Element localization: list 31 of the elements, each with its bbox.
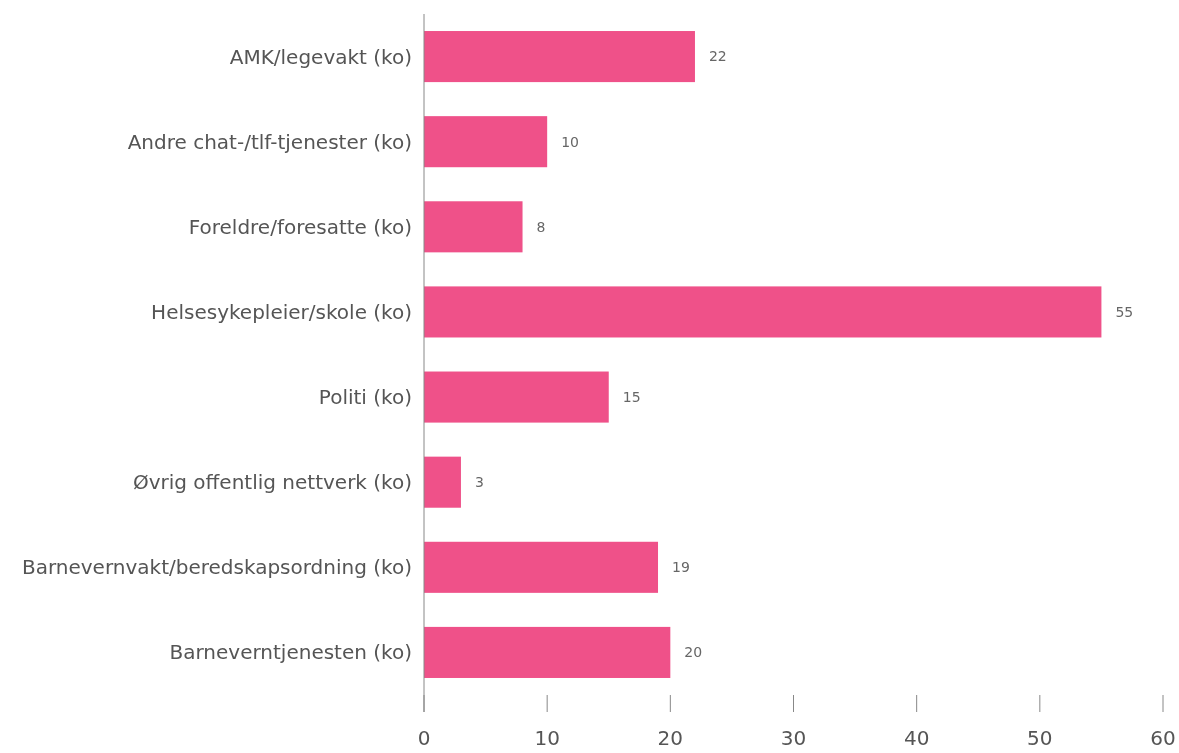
y-tick-label: Foreldre/foresatte (ko): [188, 214, 412, 239]
bar: [424, 31, 695, 83]
y-tick-label: Andre chat-/tlf-tjenester (ko): [127, 129, 412, 154]
bar: [424, 116, 548, 168]
data-label: 55: [1115, 303, 1134, 320]
y-tick-label: Øvrig offentlig nettverk (ko): [132, 470, 412, 495]
data-label: 15: [622, 388, 641, 405]
data-label: 3: [474, 474, 484, 491]
bar: [424, 541, 659, 593]
data-label: 19: [672, 559, 690, 576]
x-tick-label: 40: [903, 726, 930, 750]
y-tick-label: Barneverntjenesten (ko): [169, 640, 412, 665]
y-tick-label: AMK/legevakt (ko): [229, 44, 412, 69]
bar: [424, 371, 609, 423]
x-tick-label: 20: [657, 726, 684, 750]
data-label: 22: [708, 48, 727, 65]
x-tick-label: 10: [534, 726, 560, 750]
y-tick-label: Helsesykepleier/skole (ko): [151, 299, 412, 324]
y-tick-label: Politi (ko): [318, 385, 412, 410]
bar: [424, 626, 671, 678]
y-tick-label: Barnevernvakt/beredskapsordning (ko): [21, 555, 412, 580]
data-label: 20: [684, 644, 703, 661]
bar: [424, 456, 461, 508]
bar: [424, 201, 523, 253]
x-tick-label: 0: [417, 726, 431, 750]
data-label: 10: [561, 133, 579, 150]
x-tick-label: 60: [1150, 726, 1176, 750]
x-tick-label: 30: [780, 726, 807, 750]
data-label: 8: [536, 218, 546, 235]
x-tick-label: 50: [1027, 726, 1053, 750]
bar: [424, 286, 1102, 338]
